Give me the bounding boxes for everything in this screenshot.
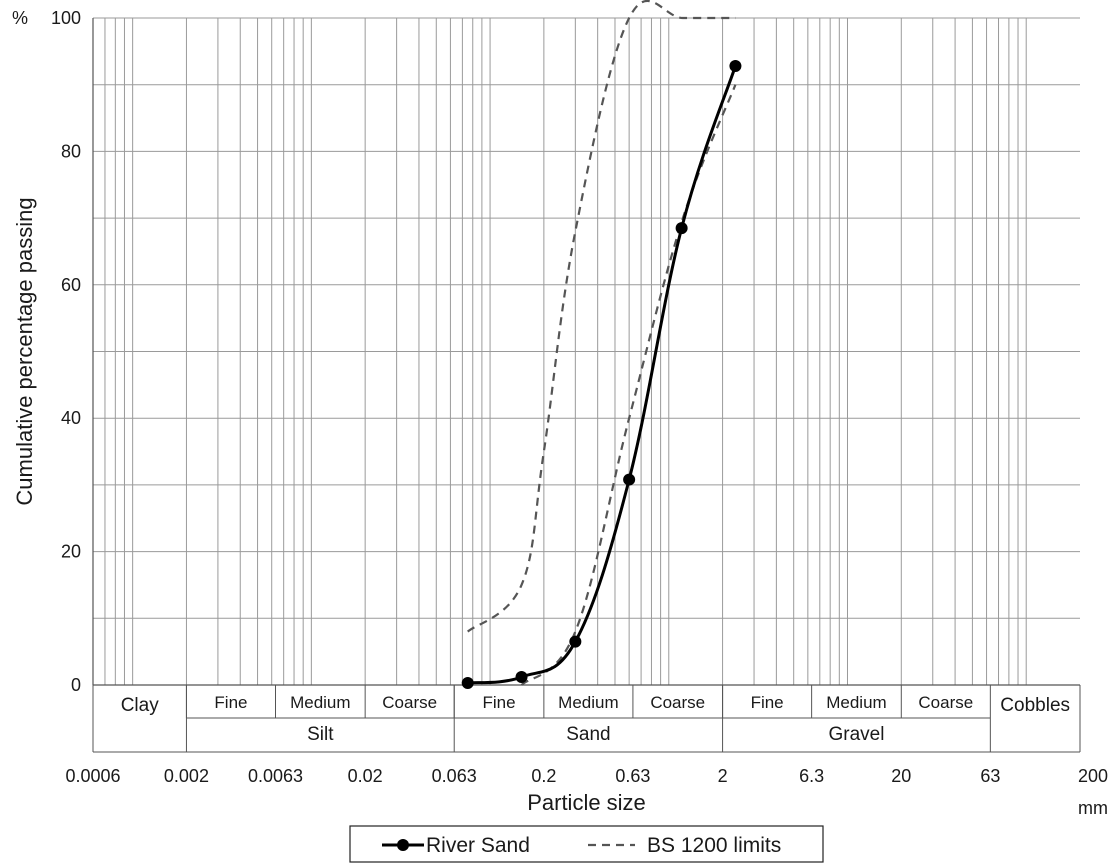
x-tick-label: 0.063: [432, 766, 477, 786]
y-tick-label: 80: [61, 141, 81, 161]
classification-table: Fine Medium Coarse Fine Medium Coarse Fine Medi…: [92, 685, 1081, 753]
bs1200-lower-limit-line: [520, 84, 737, 686]
x-tick-label: 63: [980, 766, 1000, 786]
legend-label-bs1200: BS 1200 limits: [647, 834, 781, 857]
class-sub-label: Fine: [214, 693, 247, 712]
class-main-label: Cobbles: [1000, 695, 1070, 716]
legend-marker-river-sand: [397, 839, 409, 851]
river-sand-point: [569, 635, 582, 648]
y-tick-label: 100: [51, 8, 81, 28]
x-tick-label: 0.2: [531, 766, 556, 786]
x-tick-label: 20: [891, 766, 911, 786]
x-tick-label: 0.02: [348, 766, 383, 786]
legend: River Sand BS 1200 limits: [349, 825, 824, 863]
data-series: [461, 0, 742, 689]
legend-box: [349, 825, 824, 863]
x-axis-title: Particle size: [527, 790, 646, 815]
class-sub-label: Coarse: [918, 693, 973, 712]
class-main-label: Clay: [121, 695, 160, 716]
class-sub-label: Coarse: [650, 693, 705, 712]
river-sand-point: [461, 676, 474, 689]
river-sand-line: [467, 65, 737, 685]
x-tick-label: 0.0063: [248, 766, 303, 786]
bs1200-upper-limit-line: [467, 0, 736, 633]
legend-label-river-sand: River Sand: [426, 834, 530, 857]
class-sub-label: Medium: [290, 693, 350, 712]
x-tick-label: 0.63: [615, 766, 650, 786]
river-sand-point: [729, 60, 742, 73]
y-tick-label: 60: [61, 275, 81, 295]
x-tick-label: 0.0006: [65, 766, 120, 786]
river-sand-point: [623, 473, 636, 486]
y-tick-label: 0: [71, 675, 81, 695]
x-tick-label: 200: [1078, 766, 1108, 786]
x-tick-label: 0.002: [164, 766, 209, 786]
y-tick-label: 20: [61, 542, 81, 562]
class-main-label: Silt: [307, 724, 334, 745]
class-sub-label: Fine: [482, 693, 515, 712]
y-axis-title: Cumulative percentage passing: [12, 197, 37, 505]
class-main-label: Sand: [566, 724, 610, 745]
river-sand-point: [675, 222, 688, 235]
y-unit-label: %: [12, 8, 28, 28]
class-sub-label: Coarse: [382, 693, 437, 712]
x-tick-label: 6.3: [799, 766, 824, 786]
river-sand-point: [515, 670, 528, 683]
class-sub-label: Medium: [558, 693, 618, 712]
class-sub-label: Medium: [826, 693, 886, 712]
grid: [93, 17, 1080, 686]
class-main-label: Gravel: [828, 724, 884, 745]
axes: 0 20 40 60 80 100% Cumulative percentage passi…: [12, 8, 1108, 818]
y-tick-label: 40: [61, 408, 81, 428]
class-sub-label: Fine: [751, 693, 784, 712]
x-tick-label: 2: [718, 766, 728, 786]
x-unit-label: mm: [1078, 798, 1108, 818]
